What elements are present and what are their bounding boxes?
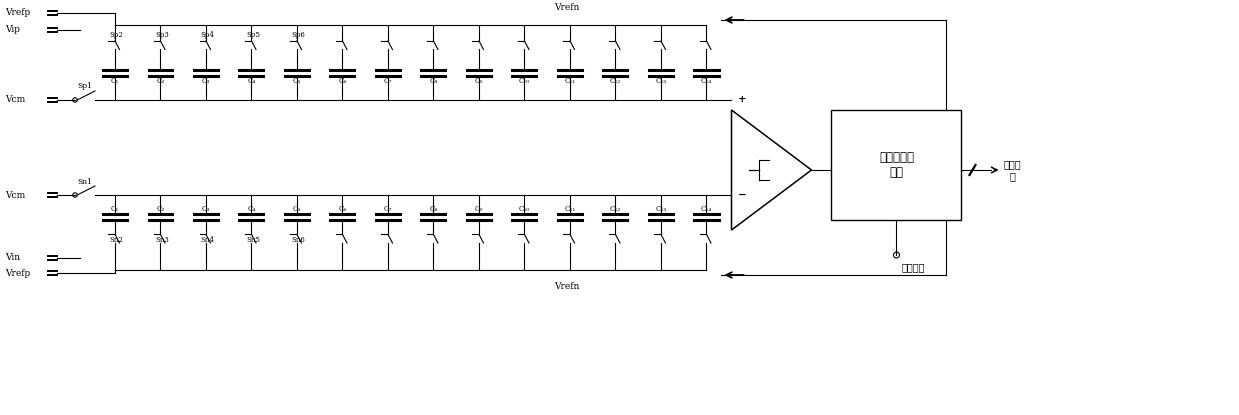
Text: C₁₃: C₁₃ xyxy=(655,205,667,213)
Text: Vcm: Vcm xyxy=(5,95,25,105)
Text: Vrefp: Vrefp xyxy=(5,269,30,278)
Text: C₉: C₉ xyxy=(475,77,483,85)
Text: C₂: C₂ xyxy=(156,205,165,213)
Text: Vin: Vin xyxy=(5,254,20,263)
Text: 数字输
出: 数字输 出 xyxy=(1004,159,1021,181)
Text: C₆: C₆ xyxy=(338,77,347,85)
Text: C₈: C₈ xyxy=(429,77,437,85)
Text: Sn1: Sn1 xyxy=(78,178,93,186)
Text: C₁₄: C₁₄ xyxy=(701,77,712,85)
Text: Sn2: Sn2 xyxy=(109,235,124,244)
Text: 时钟输入: 时钟输入 xyxy=(902,262,926,272)
Text: C₁₀: C₁₀ xyxy=(519,77,530,85)
Text: C₁₂: C₁₂ xyxy=(610,205,621,213)
Text: C₁₄: C₁₄ xyxy=(701,205,712,213)
Text: C₇: C₇ xyxy=(384,205,393,213)
Text: Vrefp: Vrefp xyxy=(5,8,30,17)
Text: Sn4: Sn4 xyxy=(201,235,214,244)
Text: C₄: C₄ xyxy=(248,77,255,85)
Text: C₁: C₁ xyxy=(110,205,119,213)
Text: C₁₁: C₁₁ xyxy=(565,205,576,213)
Text: Sp2: Sp2 xyxy=(109,31,124,39)
Text: C₁₃: C₁₃ xyxy=(655,77,667,85)
Text: C₅: C₅ xyxy=(292,77,301,85)
Text: Vrefn: Vrefn xyxy=(554,3,579,12)
Text: C₅: C₅ xyxy=(292,205,301,213)
Text: Sn3: Sn3 xyxy=(155,235,169,244)
Text: C₇: C₇ xyxy=(384,77,393,85)
Text: C₁₀: C₁₀ xyxy=(519,205,530,213)
Text: C₁: C₁ xyxy=(110,77,119,85)
Text: Sp4: Sp4 xyxy=(201,31,214,39)
Text: C₁₁: C₁₁ xyxy=(565,77,576,85)
Text: −: − xyxy=(737,190,746,200)
Text: Vcm: Vcm xyxy=(5,190,25,200)
Text: C₆: C₆ xyxy=(338,205,347,213)
Circle shape xyxy=(73,193,77,197)
Text: C₂: C₂ xyxy=(156,77,165,85)
Text: C₉: C₉ xyxy=(475,205,483,213)
Text: C₃: C₃ xyxy=(202,77,211,85)
Text: Vip: Vip xyxy=(5,25,20,34)
Text: Sn6: Sn6 xyxy=(291,235,305,244)
Bar xyxy=(831,110,961,220)
Text: Sp1: Sp1 xyxy=(78,82,93,90)
Circle shape xyxy=(893,252,900,258)
Text: Sp5: Sp5 xyxy=(247,31,260,39)
Text: Sp3: Sp3 xyxy=(155,31,169,39)
Text: +: + xyxy=(737,95,746,105)
Text: C₃: C₃ xyxy=(202,205,211,213)
Text: Sp6: Sp6 xyxy=(291,31,305,39)
Text: Vrefn: Vrefn xyxy=(554,282,579,291)
Text: C₁₂: C₁₂ xyxy=(610,77,621,85)
Text: Sn5: Sn5 xyxy=(247,235,260,244)
Text: 逐次逆近寄
存器: 逐次逆近寄 存器 xyxy=(878,151,914,179)
Text: C₈: C₈ xyxy=(429,205,437,213)
Circle shape xyxy=(73,98,77,102)
Text: C₄: C₄ xyxy=(248,205,255,213)
